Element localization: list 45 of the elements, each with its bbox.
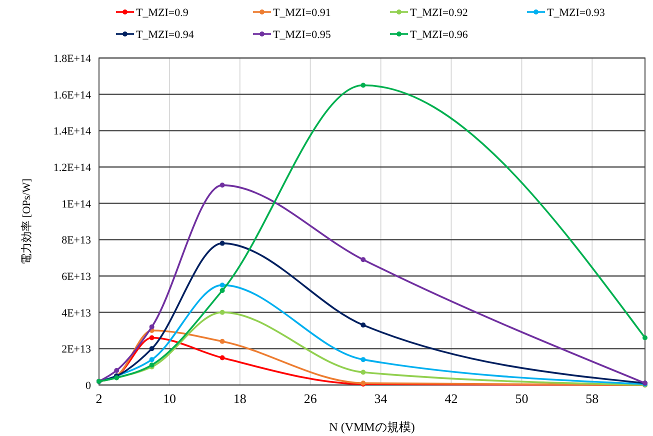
legend-label: T_MZI=0.91 (273, 7, 331, 19)
point (114, 368, 120, 373)
point (360, 370, 366, 375)
point (220, 282, 225, 288)
point (220, 182, 225, 188)
x-tick-label: 2 (96, 391, 102, 406)
y-tick-label: 4E+13 (62, 307, 92, 320)
point (220, 355, 225, 360)
x-tick-label: 10 (162, 391, 176, 406)
x-tick-label: 50 (515, 391, 528, 406)
legend-label: T_MZI=0.9 (136, 7, 189, 19)
point (149, 357, 154, 362)
point (360, 322, 366, 328)
x-tick-label: 58 (586, 391, 599, 406)
y-tick-label: 1.6E+14 (53, 89, 92, 102)
y-axis-title: 電力効率 [OPs/W] (20, 178, 33, 264)
point (220, 240, 225, 246)
point (360, 82, 366, 88)
y-tick-label: 1E+14 (62, 198, 92, 210)
point (149, 324, 154, 330)
y-tick-label: 2E+13 (62, 344, 92, 356)
point (360, 357, 366, 362)
legend-label: T_MZI=0.95 (273, 29, 332, 41)
x-tick-label: 34 (374, 391, 388, 406)
legend-label: T_MZI=0.96 (410, 29, 468, 41)
y-tick-label: 1.8E+14 (53, 53, 92, 65)
point (360, 257, 366, 262)
y-tick-label: 0 (86, 380, 92, 392)
legend-label: T_MZI=0.92 (410, 7, 468, 19)
point (642, 335, 648, 340)
y-tick-label: 1.2E+14 (53, 162, 92, 174)
x-axis-title: N (VMMの規模) (329, 420, 415, 434)
point (220, 338, 225, 344)
y-tick-label: 6E+13 (62, 271, 92, 283)
x-tick-label: 26 (304, 391, 318, 406)
point (220, 288, 225, 294)
point (149, 335, 154, 340)
point (149, 346, 154, 352)
y-tick-label: 1.4E+14 (53, 126, 92, 138)
y-tick-label: 8E+13 (62, 234, 92, 247)
legend-label: T_MZI=0.93 (547, 7, 606, 19)
legend-label: T_MZI=0.94 (136, 29, 194, 41)
point (220, 310, 225, 315)
x-tick-label: 18 (233, 391, 246, 406)
x-tick-label: 42 (444, 391, 458, 406)
